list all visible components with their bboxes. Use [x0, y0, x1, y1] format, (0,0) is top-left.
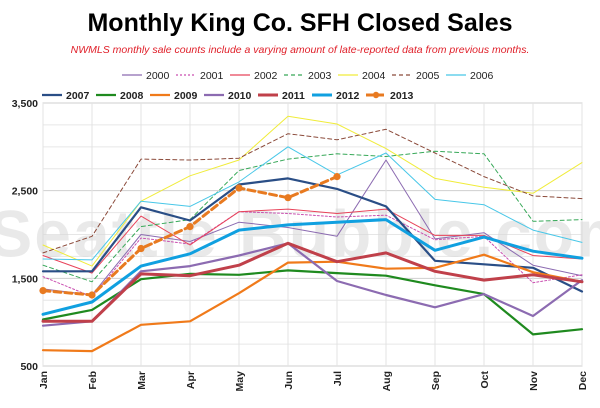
series-2004: [42, 115, 583, 267]
legend-label: 2002: [254, 70, 278, 82]
x-tick-label: Apr: [185, 371, 197, 389]
series-2005: [42, 128, 583, 254]
x-tick-label: Dec: [577, 371, 589, 390]
legend-item-2011: 2011: [258, 90, 305, 102]
data-point-2013: [284, 194, 292, 202]
legend-label: 2010: [228, 90, 252, 102]
y-tick-label: 500: [20, 361, 38, 373]
chart-title: Monthly King Co. SFH Closed Sales: [87, 9, 512, 37]
x-tick-label: Nov: [528, 371, 540, 391]
plot-area: Seattle Bubble.com: [0, 102, 600, 367]
series-2007: [41, 177, 584, 293]
legend-item-2002: 2002: [230, 70, 278, 82]
series-2008: [41, 269, 584, 336]
legend-label: 2000: [146, 70, 170, 82]
data-point-2013: [333, 173, 341, 181]
series-line-2003: [42, 150, 583, 283]
x-tick-label: Aug: [381, 371, 393, 391]
data-point-2013: [186, 223, 194, 231]
legend-item-2008: 2008: [96, 90, 144, 102]
legend-item-2009: 2009: [150, 90, 198, 102]
legend-item-2012: 2012: [312, 90, 360, 102]
legend-item-2000: 2000: [122, 70, 170, 82]
data-point-2013: [137, 244, 145, 253]
x-tick-label: Sep: [430, 371, 442, 390]
series-2001: [42, 211, 583, 298]
legend-label: 2007: [66, 90, 90, 102]
legend-item-2006: 2006: [446, 70, 494, 82]
legend-label: 2013: [390, 90, 414, 102]
legend-label: 2003: [308, 70, 332, 82]
legend: 2000 2001 2002 2003 2004 2005 2006 2007 2008 2009…: [42, 70, 494, 102]
series-line-2007: [41, 177, 584, 293]
data-point-2013: [235, 184, 243, 192]
x-tick-label: Jul: [332, 371, 344, 386]
series-line-2010: [41, 242, 584, 327]
data-point-2013: [88, 291, 96, 299]
legend-item-2013: 2013: [366, 90, 414, 102]
legend-label: 2006: [470, 70, 494, 82]
legend-item-2007: 2007: [42, 90, 90, 102]
series-2013: [39, 173, 341, 299]
series-line-2008: [41, 269, 584, 336]
x-tick-label: Oct: [479, 371, 491, 389]
series-2012: [41, 218, 584, 316]
legend-label: 2011: [282, 90, 305, 102]
chart-subtitle: NWMLS monthly sale counts include a vary…: [71, 44, 530, 56]
series-line-2006: [42, 146, 583, 261]
series-line-2001: [42, 211, 583, 298]
watermark: Seattle Bubble.com: [0, 197, 600, 271]
series-2003: [42, 150, 583, 283]
series-line-2012: [41, 218, 584, 316]
data-point-2013: [39, 287, 47, 295]
series-2011: [41, 241, 584, 323]
legend-label: 2005: [416, 70, 440, 82]
series-line-2011: [41, 241, 584, 323]
legend-marker: [372, 91, 380, 99]
legend-item-2004: 2004: [338, 70, 386, 82]
series-2010: [41, 242, 584, 327]
legend-label: 2012: [336, 90, 360, 102]
y-tick-label: 3,500: [12, 98, 38, 110]
legend-label: 2001: [200, 70, 224, 82]
series-layer: [39, 115, 584, 353]
x-tick-label: Mar: [136, 371, 148, 390]
x-tick-label: May: [234, 371, 246, 392]
legend-item-2010: 2010: [204, 90, 252, 102]
series-2006: [42, 146, 583, 261]
y-tick-label: 2,500: [12, 186, 38, 198]
y-tick-label: 1,500: [12, 273, 38, 285]
x-tick-label: Jan: [38, 371, 50, 389]
legend-item-2001: 2001: [176, 70, 224, 82]
legend-label: 2008: [120, 90, 144, 102]
legend-item-2003: 2003: [284, 70, 332, 82]
legend-item-2005: 2005: [392, 70, 440, 82]
legend-label: 2004: [362, 70, 386, 82]
legend-label: 2009: [174, 90, 198, 102]
series-line-2005: [42, 128, 583, 254]
y-axis: 3,500 2,500 1,500 500: [12, 98, 38, 373]
x-tick-label: Feb: [87, 371, 99, 390]
x-tick-label: Jun: [283, 371, 295, 390]
series-line-2004: [42, 115, 583, 267]
x-axis: Jan Feb Mar Apr May Jun Jul Aug Sep Oct Nov Dec: [38, 371, 589, 392]
